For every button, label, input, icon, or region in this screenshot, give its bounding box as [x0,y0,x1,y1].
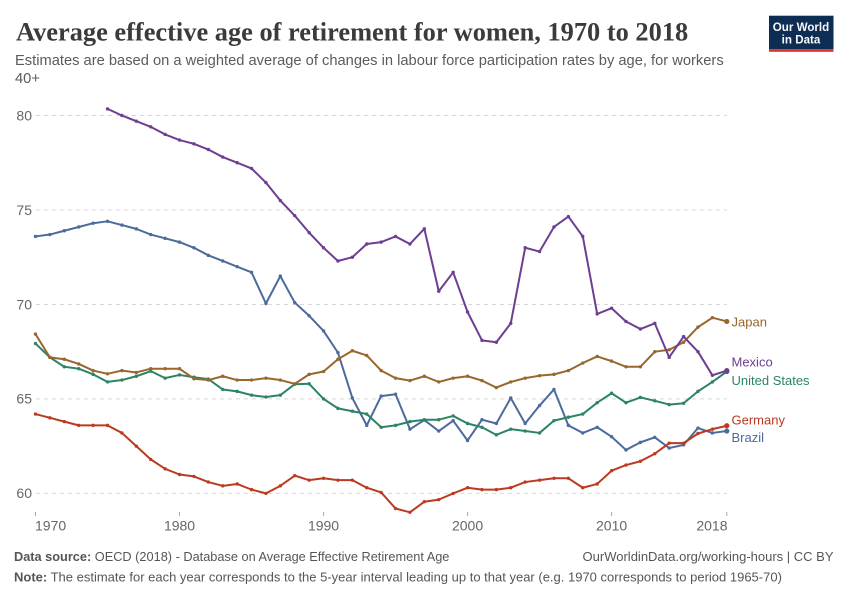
svg-text:Japan: Japan [732,315,767,330]
svg-text:Our World: Our World [773,21,829,34]
svg-text:80: 80 [16,107,32,123]
svg-text:1980: 1980 [164,517,195,533]
svg-text:75: 75 [16,202,32,218]
svg-text:2010: 2010 [596,517,627,533]
svg-text:65: 65 [16,391,32,407]
svg-text:70: 70 [16,296,32,312]
svg-text:1990: 1990 [308,517,339,533]
svg-text:40+: 40+ [15,71,40,87]
svg-text:60: 60 [16,485,32,501]
svg-text:Data source: OECD (2018) - Dat: Data source: OECD (2018) - Database on A… [14,549,449,564]
svg-text:Mexico: Mexico [732,355,773,370]
svg-text:Average effective age of retir: Average effective age of retirement for … [16,17,688,47]
svg-text:2000: 2000 [452,517,483,533]
svg-text:2018: 2018 [696,517,727,533]
svg-text:in Data: in Data [782,33,821,46]
svg-text:1970: 1970 [35,517,66,533]
svg-text:Note: The estimate for each ye: Note: The estimate for each year corresp… [14,570,782,585]
svg-text:Estimates are based on a weigh: Estimates are based on a weighted averag… [15,53,724,69]
svg-text:Brazil: Brazil [732,430,765,445]
svg-text:OurWorldinData.org/working-hou: OurWorldinData.org/working-hours | CC BY [583,549,834,564]
svg-text:United States: United States [732,373,811,388]
svg-text:Germany: Germany [732,413,786,428]
